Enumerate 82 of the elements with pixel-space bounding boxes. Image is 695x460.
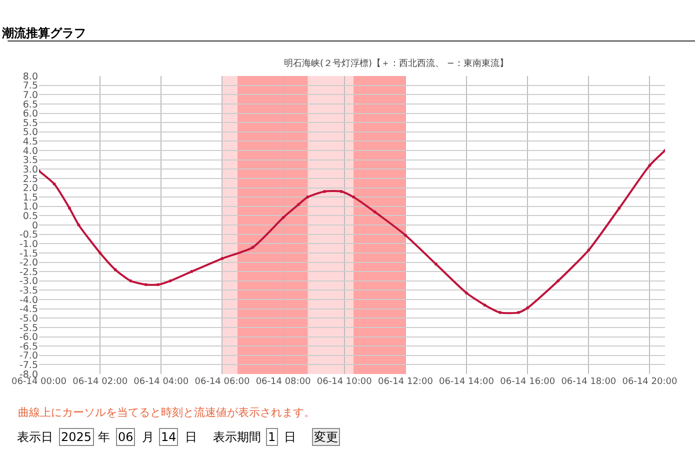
y-tick-label: 2.5 bbox=[22, 174, 38, 185]
y-tick-label: -4.0 bbox=[19, 294, 38, 306]
text: 変更 bbox=[314, 430, 338, 444]
point bbox=[526, 306, 530, 310]
point bbox=[220, 257, 224, 260]
point bbox=[306, 196, 310, 199]
point bbox=[404, 234, 407, 237]
text: 2025 bbox=[61, 430, 92, 444]
y-tick-label: -2.0 bbox=[19, 258, 38, 269]
x-tick-label: 06-14 06:00 bbox=[194, 377, 250, 387]
y-tick-label: 3.5 bbox=[22, 155, 38, 166]
y-tick-label: -7.0 bbox=[19, 350, 38, 362]
chart-title: 潮流推算グラフ bbox=[1, 26, 86, 40]
y-tick-label: -6.5 bbox=[19, 341, 38, 352]
text: 年 bbox=[98, 430, 110, 444]
point bbox=[98, 251, 102, 254]
y-tick-label: -7.5 bbox=[19, 360, 38, 372]
y-tick-label: -1.5 bbox=[19, 248, 38, 260]
x-tick-label: 06-14 04:00 bbox=[134, 377, 189, 387]
point bbox=[190, 270, 194, 274]
point bbox=[114, 268, 117, 272]
y-tick-label: 1.0 bbox=[22, 202, 38, 213]
y-tick-label: 1.5 bbox=[22, 192, 38, 204]
x-tick-label: 06-14 16:00 bbox=[500, 377, 556, 387]
point bbox=[68, 206, 72, 210]
point bbox=[168, 279, 172, 282]
text: 14 bbox=[161, 430, 176, 444]
point bbox=[129, 279, 132, 282]
y-tick-label: -4.5 bbox=[19, 304, 38, 316]
point bbox=[587, 248, 590, 252]
line-series bbox=[39, 149, 665, 314]
text: 1 bbox=[268, 430, 276, 444]
text: 日 bbox=[284, 430, 296, 444]
point bbox=[434, 262, 438, 266]
y-tick-label: 6.0 bbox=[22, 108, 38, 120]
x-tick-label: 06-14 12:00 bbox=[378, 377, 434, 387]
y-tick-label: 6.5 bbox=[22, 99, 38, 110]
text: 表示期間 bbox=[213, 430, 261, 444]
point bbox=[251, 246, 254, 249]
text: 06 bbox=[118, 430, 134, 444]
x-tick-label: 06-14 14:00 bbox=[439, 377, 494, 387]
text: 曲線上にカーソルを当てると時刻と流速値が表示されます。 bbox=[18, 406, 315, 419]
point bbox=[648, 164, 652, 167]
point bbox=[373, 210, 376, 214]
text: 月 bbox=[142, 430, 154, 444]
y-tick-label: 8.0 bbox=[22, 71, 38, 82]
point bbox=[297, 203, 300, 206]
point bbox=[77, 224, 80, 226]
y-tick-label: -2.5 bbox=[19, 266, 38, 278]
point bbox=[556, 279, 560, 282]
y-tick-label: 4.5 bbox=[22, 136, 38, 148]
y-tick-label: -1.0 bbox=[19, 238, 38, 250]
y-tick-label: -3.5 bbox=[19, 286, 38, 297]
point bbox=[340, 190, 343, 193]
x-tick-label: 06-14 10:00 bbox=[316, 377, 372, 387]
point bbox=[144, 283, 148, 286]
x-tick-label: 06-14 20:00 bbox=[622, 377, 678, 387]
y-tick-label: 5.5 bbox=[22, 118, 38, 129]
point bbox=[156, 283, 160, 286]
y-tick-label: 5.0 bbox=[22, 127, 38, 138]
y-tick-label: 7.5 bbox=[22, 80, 38, 92]
text: 日 bbox=[185, 430, 197, 444]
y-tick-label: -5.5 bbox=[19, 322, 38, 334]
y-tick-label: -3.0 bbox=[19, 276, 38, 288]
chart-subtitle: 明石海峡(２号灯浮標)【＋：西北西流、 −：東南東流】 bbox=[284, 58, 508, 69]
x-tick-label: 06-14 18:00 bbox=[561, 377, 616, 387]
point bbox=[618, 206, 621, 210]
text: 表示日 bbox=[17, 430, 53, 444]
y-tick-label: -5.0 bbox=[19, 313, 38, 324]
y-tick-label: -6.0 bbox=[19, 332, 38, 344]
y-tick-label: -0.5 bbox=[19, 230, 38, 241]
y-tick-label: 0 bbox=[32, 220, 38, 232]
point bbox=[52, 182, 56, 186]
point bbox=[483, 304, 486, 307]
y-tick-label: 4.0 bbox=[22, 146, 38, 157]
y-tick-label: 0.5 bbox=[22, 211, 38, 222]
y-tick-label: 7.0 bbox=[22, 90, 38, 101]
x-tick-label: 06-14 02:00 bbox=[72, 377, 128, 387]
x-tick-label: 06-14 08:00 bbox=[256, 377, 312, 387]
point bbox=[282, 216, 285, 220]
y-tick-label: 3.0 bbox=[22, 164, 38, 176]
y-tick-label: 2.0 bbox=[22, 183, 38, 194]
